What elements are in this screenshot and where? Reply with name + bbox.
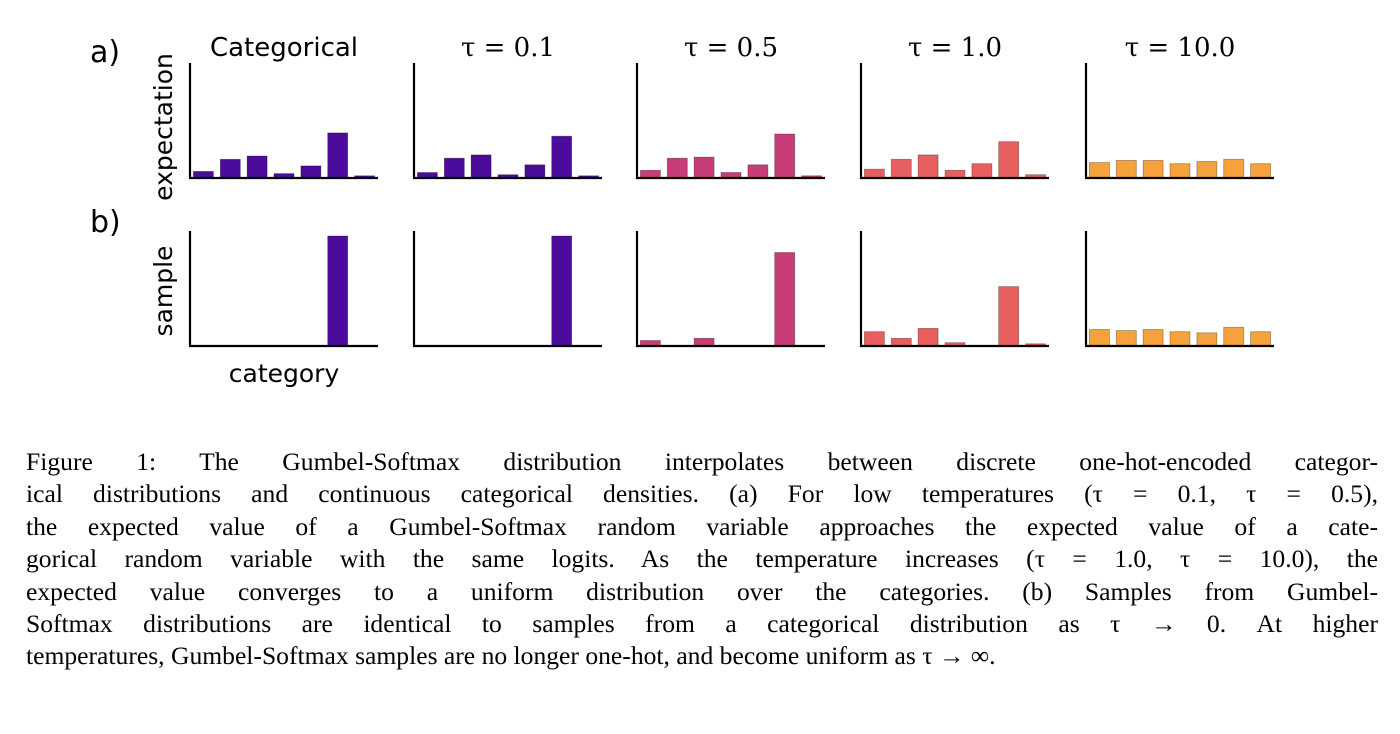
bar	[890, 158, 912, 179]
bar	[327, 235, 349, 347]
bar	[1142, 159, 1164, 179]
bar	[1089, 329, 1110, 347]
bar	[864, 168, 885, 179]
bar	[666, 157, 688, 179]
bar	[971, 163, 993, 179]
bar	[774, 133, 796, 179]
caption-line: gorical random variable with the same lo…	[26, 544, 1378, 574]
bar	[1223, 158, 1245, 179]
bar	[327, 132, 349, 179]
panel-title-tau-0-1: τ = 0.1	[461, 33, 555, 63]
caption-line: Figure 1: The Gumbel-Softmax distributio…	[26, 447, 1378, 476]
bar	[1196, 332, 1218, 347]
bar	[774, 252, 796, 347]
bar-panels	[188, 63, 1274, 348]
bar	[300, 165, 322, 179]
xlabel-category: category	[229, 359, 340, 388]
bar	[1115, 159, 1137, 179]
bar	[443, 157, 465, 179]
bar	[998, 141, 1020, 179]
bar	[890, 337, 912, 347]
bar	[917, 154, 939, 179]
bar	[1089, 162, 1110, 179]
caption-line: the expected value of a Gumbel-Softmax r…	[26, 511, 1378, 541]
panel-title-tau-0-5: τ = 0.5	[684, 33, 778, 63]
bar	[693, 156, 715, 179]
bar	[1169, 163, 1191, 179]
panel-title-tau-1-0: τ = 1.0	[908, 33, 1002, 63]
bar	[246, 155, 268, 179]
bar	[551, 135, 573, 179]
ylabel-expectation: expectation	[149, 53, 178, 201]
bar	[864, 331, 885, 347]
bar	[747, 164, 769, 179]
figure-caption: Figure 1: The Gumbel-Softmax distributio…	[26, 446, 1378, 673]
bar	[917, 327, 939, 347]
caption-line: temperatures, Gumbel-Softmax samples are…	[26, 641, 996, 671]
bar	[944, 169, 966, 179]
bar	[1250, 331, 1271, 347]
panel-title-tau-10-0: τ = 10.0	[1125, 33, 1236, 63]
bar	[1250, 163, 1271, 179]
bar	[219, 158, 241, 179]
bar	[524, 164, 546, 179]
row-label-a: a)	[90, 35, 120, 70]
bar	[1115, 330, 1137, 347]
bar	[470, 154, 492, 179]
bar	[1223, 326, 1245, 347]
bar	[1196, 161, 1218, 179]
caption-line: ical distributions and continuous catego…	[26, 479, 1378, 509]
bar	[551, 235, 573, 347]
ylabel-sample: sample	[149, 246, 178, 337]
bar	[1142, 329, 1164, 347]
gumbel-softmax-figure: a) b) expectation sample category Catego…	[90, 33, 1274, 388]
bar	[693, 337, 715, 347]
bar	[1169, 331, 1191, 347]
bar	[640, 169, 661, 179]
caption-line: Softmax distributions are identical to s…	[26, 609, 1378, 639]
caption-line: expected value converges to a uniform di…	[26, 576, 1378, 606]
row-label-b: b)	[90, 205, 121, 240]
bar	[998, 286, 1020, 347]
panel-title-categorical: Categorical	[210, 33, 358, 63]
